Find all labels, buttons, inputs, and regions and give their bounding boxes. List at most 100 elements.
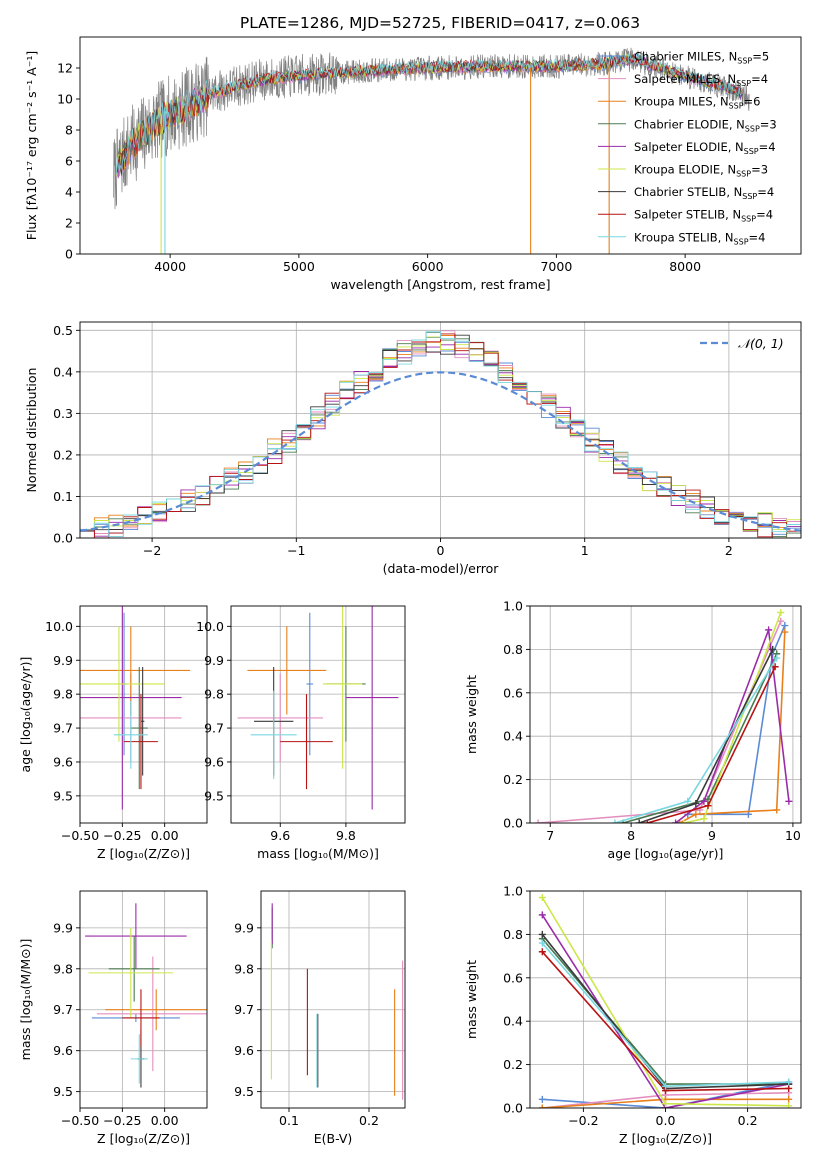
weight-point-marker xyxy=(700,797,708,805)
residuals-x-axis-label: (data-model)/error xyxy=(383,561,500,576)
weight-point-marker xyxy=(785,1078,793,1086)
legend-entry: Salpeter MILES, NSSP=4 xyxy=(598,72,768,88)
x-tick-label: −0.2 xyxy=(568,1113,598,1128)
y-tick-label: 6 xyxy=(65,154,73,169)
y-tick-label: 9.6 xyxy=(53,754,73,769)
age_vs_mass-x-axis-label: mass [log₁₀(M/M⊙)] xyxy=(257,846,379,861)
y-tick-label: 0.4 xyxy=(503,729,523,744)
x-tick-label: −0.25 xyxy=(103,828,141,843)
y-tick-label: 9.7 xyxy=(53,1002,73,1017)
weight-point-marker xyxy=(680,819,688,823)
spectrum-legend: Chabrier MILES, NSSP=5 Salpeter MILES, NS… xyxy=(598,50,777,246)
weight-point-marker xyxy=(781,622,789,630)
weight-point-marker xyxy=(704,802,712,810)
weight-point-marker xyxy=(538,1095,546,1103)
spectrum-axes: 4000 5000 6000 7000 8000 0 2 4 6 8 10 12 wavelength … xyxy=(24,36,802,292)
y-tick-label: 0 xyxy=(65,247,73,262)
weight-point-marker xyxy=(785,797,793,805)
figure-title: PLATE=1286, MJD=52725, FIBERID=0417, z=0… xyxy=(240,14,640,32)
y-tick-label: 10.0 xyxy=(196,619,224,634)
y-tick-label: 8 xyxy=(65,123,73,138)
weight-point-marker xyxy=(692,810,700,818)
weight-series-line xyxy=(675,629,790,823)
x-tick-label: 0.1 xyxy=(279,1113,299,1128)
y-tick-label: 0.2 xyxy=(53,447,73,462)
errorbar-point xyxy=(130,667,148,790)
y-tick-label: 9.5 xyxy=(53,1084,73,1099)
mass_vs_ebv-frame xyxy=(260,890,406,1109)
legend-entry: Chabrier ELODIE, NSSP=3 xyxy=(598,117,777,133)
weight-point-marker xyxy=(777,617,785,625)
x-tick-label: −0.50 xyxy=(61,1113,99,1128)
x-tick-label: 7000 xyxy=(540,259,572,274)
x-tick-label: 9 xyxy=(708,828,716,843)
weight-point-marker xyxy=(662,1082,669,1090)
weight-series xyxy=(611,654,781,823)
spectrum-frame xyxy=(79,36,802,255)
histogram-chabrier-stelib xyxy=(80,334,801,538)
legend-label: Chabrier MILES, NSSP=5 xyxy=(634,50,769,66)
errorbar-point xyxy=(306,612,314,756)
weight-point-marker xyxy=(538,911,546,919)
weight-point-marker xyxy=(771,663,779,671)
y-tick-label: 10.0 xyxy=(45,619,73,634)
errorbar-point xyxy=(140,667,145,776)
legend-label: Kroupa STELIB, NSSP=4 xyxy=(634,230,765,246)
weight-point-marker xyxy=(635,819,643,823)
y-tick-label: 0.0 xyxy=(503,1101,523,1116)
weight_vs_age-x-axis-label: age [log₁₀(age/yr)] xyxy=(608,846,724,861)
y-tick-label: 12 xyxy=(57,61,73,76)
y-tick-label: 9.8 xyxy=(53,687,73,702)
x-tick-label: 0.0 xyxy=(656,1113,676,1128)
weight-point-marker xyxy=(773,654,781,662)
residuals-y-axis-label: Normed distribution xyxy=(24,368,39,493)
weight_vs_Z-x-axis-label: Z [log₁₀(Z/Z⊙)] xyxy=(619,1131,712,1146)
x-tick-label: −2 xyxy=(143,543,161,558)
weight-series xyxy=(643,663,779,823)
x-tick-label: 0.2 xyxy=(359,1113,379,1128)
x-tick-label: −0.25 xyxy=(103,1113,141,1128)
errorbar-point xyxy=(105,989,207,1031)
legend-entry: Salpeter ELODIE, NSSP=4 xyxy=(598,140,776,156)
x-tick-label: 9.8 xyxy=(336,828,356,843)
x-tick-label: −0.50 xyxy=(61,828,99,843)
weight-series xyxy=(676,628,789,823)
weight-point-marker xyxy=(684,797,692,805)
y-tick-label: 0.1 xyxy=(53,489,73,504)
legend-entry: Chabrier STELIB, NSSP=4 xyxy=(598,185,774,201)
y-tick-label: 9.8 xyxy=(204,687,224,702)
weight-point-marker xyxy=(692,799,700,807)
y-tick-label: 9.5 xyxy=(53,788,73,803)
age_vs_mass-frame xyxy=(230,605,406,824)
y-tick-label: 9.5 xyxy=(204,788,224,803)
legend-label: Chabrier STELIB, NSSP=4 xyxy=(634,185,774,201)
y-tick-label: 0.2 xyxy=(503,772,523,787)
weight_vs_age-axes: 7 8 9 10 0.0 0.2 0.4 0.6 0.8 1.0 age [log₁₀(age/yr… xyxy=(464,599,802,861)
weight-point-marker xyxy=(538,939,546,947)
weight_vs_age-plot-area xyxy=(534,609,793,823)
y-tick-label: 0.4 xyxy=(53,364,73,379)
errorbar-point xyxy=(80,626,191,715)
errorbar-point xyxy=(280,694,333,790)
errorbar-point xyxy=(130,1034,148,1084)
x-tick-label: 6000 xyxy=(412,259,444,274)
x-tick-label: 10 xyxy=(785,828,801,843)
x-tick-label: 9.6 xyxy=(270,828,290,843)
weight_vs_age-y-axis-label: mass weight xyxy=(464,675,479,754)
weight-point-marker xyxy=(785,1084,793,1092)
weight-point-marker xyxy=(538,948,546,956)
weight-point-marker xyxy=(700,815,708,823)
spectrum-y-axis-label: Flux [fλ10⁻¹⁷ erg cm⁻² s⁻¹ A⁻¹] xyxy=(24,51,39,240)
weight-series xyxy=(672,626,793,823)
age_vs_Z-y-axis-label: age [log₁₀(age/yr)] xyxy=(18,657,33,773)
residuals-axes: −2 −1 0 1 2 0.0 0.1 0.2 0.3 0.4 0.5 (data-model)/er… xyxy=(24,321,802,576)
weight-point-marker xyxy=(785,1095,793,1103)
histogram-kroupa-stelib xyxy=(80,331,801,538)
x-tick-label: 8 xyxy=(627,828,635,843)
errorbar-point xyxy=(85,903,187,969)
age_vs_Z-x-axis-label: Z [log₁₀(Z/Z⊙)] xyxy=(97,846,190,861)
x-tick-label: 7 xyxy=(546,828,554,843)
weight-series-line xyxy=(679,631,786,823)
y-tick-label: 9.8 xyxy=(234,961,254,976)
